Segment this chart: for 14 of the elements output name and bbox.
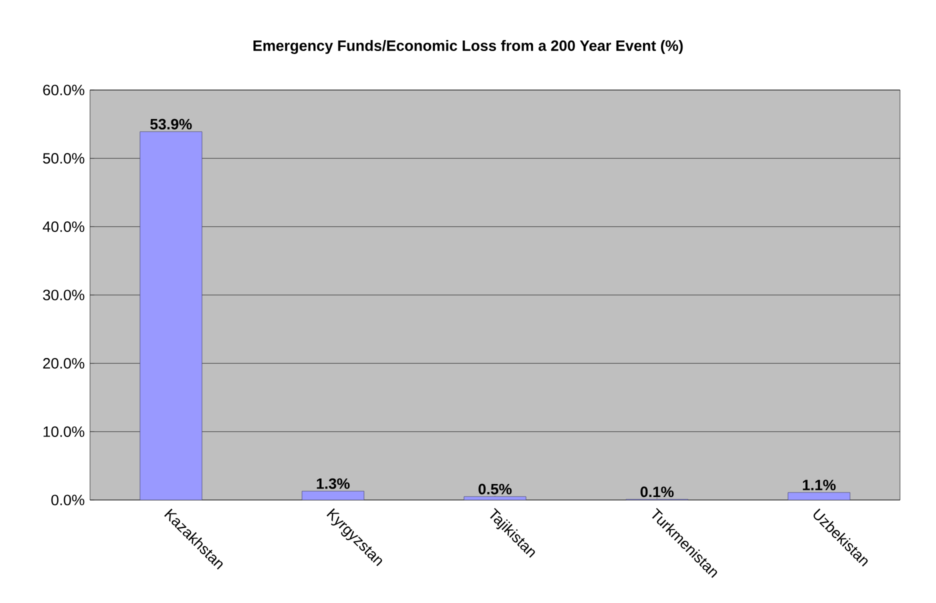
y-tick-label: 50.0% bbox=[43, 153, 84, 164]
data-label: 0.1% bbox=[640, 486, 674, 498]
data-label: 1.1% bbox=[802, 480, 836, 490]
data-label: 1.3% bbox=[316, 478, 350, 489]
y-tick-label: 40.0% bbox=[42, 221, 84, 232]
y-tick-label: 20.0% bbox=[43, 358, 84, 369]
y-tick-label: 30.0% bbox=[43, 290, 84, 300]
y-tick-label: 60.0% bbox=[43, 84, 84, 96]
data-label: 0.5% bbox=[478, 484, 512, 494]
data-label: 53.9% bbox=[150, 118, 192, 130]
y-tick-label: 0.0% bbox=[51, 494, 84, 506]
y-tick-label: 10.0% bbox=[44, 426, 84, 437]
bar bbox=[140, 131, 202, 500]
chart-title: Emergency Funds/Economic Loss from a 200 Year Event (%) bbox=[253, 40, 683, 54]
